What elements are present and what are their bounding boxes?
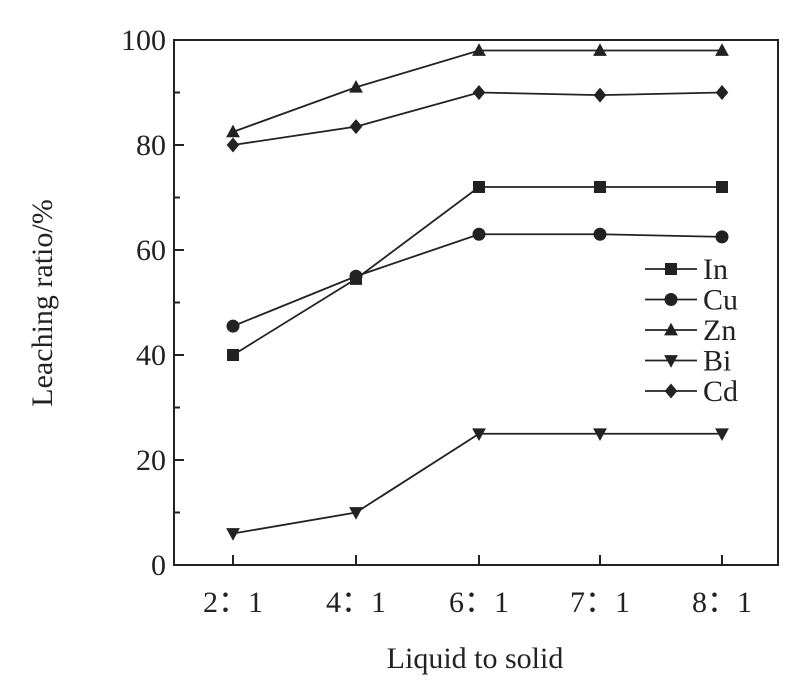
x-axis: 2：1 4：1 6：1 7：1 8：1 [203, 555, 752, 619]
series-cd-line [232, 91, 723, 146]
x-tick-label: 8：1 [692, 586, 752, 619]
series-bi-point [226, 528, 240, 541]
series-bi-point [593, 428, 607, 441]
series-zn-point [226, 124, 240, 138]
series-cd-point [715, 85, 729, 100]
legend-item-in: In [645, 253, 728, 286]
legend-label: Cu [703, 284, 738, 317]
series-cd-point [226, 137, 240, 153]
y-tick-label: 40 [136, 339, 166, 372]
legend-marker [664, 322, 678, 336]
series-cd-point [472, 85, 486, 100]
legend-label: Cd [703, 375, 738, 408]
legend-label: In [703, 253, 728, 286]
series-cd-point [593, 87, 607, 103]
series-bi-point [349, 507, 363, 520]
series-in-point [473, 181, 485, 193]
legend-item-bi: Bi [645, 345, 731, 378]
legend-item-cd: Cd [645, 375, 738, 408]
series-zn-point [593, 43, 607, 56]
legend-label: Zn [703, 314, 736, 347]
legend-marker [664, 293, 678, 306]
series-in-point [594, 181, 606, 193]
series-cu-point [226, 319, 240, 333]
series-cu-line [232, 233, 723, 327]
legend-marker [664, 355, 678, 368]
legend-marker [664, 383, 678, 399]
series-cu-point [593, 227, 607, 241]
x-tick-label: 4：1 [326, 586, 386, 619]
series-cd [226, 85, 729, 153]
x-tick-label: 7：1 [570, 586, 630, 619]
series-zn-point [472, 43, 486, 56]
y-tick-label: 20 [136, 444, 166, 477]
series-zn-point [715, 43, 729, 56]
legend-item-cu: Cu [645, 284, 738, 317]
series-cu-point [472, 227, 486, 241]
legend-label: Bi [703, 345, 731, 378]
series-bi-line [232, 432, 722, 535]
plot-frame [173, 39, 779, 566]
series-in-point [227, 349, 239, 361]
y-axis-label: Leaching ratio/% [26, 199, 59, 406]
series-cu-point [715, 230, 729, 244]
series-in [227, 181, 728, 361]
legend-marker [665, 263, 677, 275]
x-tick-label: 6：1 [449, 586, 509, 619]
series-cu [226, 227, 729, 333]
series-cd-point [349, 119, 363, 135]
series-in-point [716, 181, 728, 193]
series-bi-point [715, 428, 729, 441]
y-tick-label: 80 [136, 129, 166, 162]
series-zn-point [349, 80, 363, 93]
series-cu-point [349, 269, 363, 283]
x-axis-label: Liquid to solid [387, 642, 564, 675]
legend-item-zn: Zn [645, 314, 736, 347]
y-tick-label: 0 [151, 549, 166, 582]
plot-border [173, 39, 779, 566]
y-axis: 0 20 40 60 80 100 [121, 24, 184, 582]
series-bi-point [472, 428, 486, 441]
series-bi [226, 428, 729, 541]
x-tick-label: 2：1 [203, 586, 263, 619]
series-layer [226, 43, 729, 541]
y-tick-label: 60 [136, 234, 166, 267]
y-tick-label: 100 [121, 24, 166, 57]
series-zn [226, 43, 729, 138]
